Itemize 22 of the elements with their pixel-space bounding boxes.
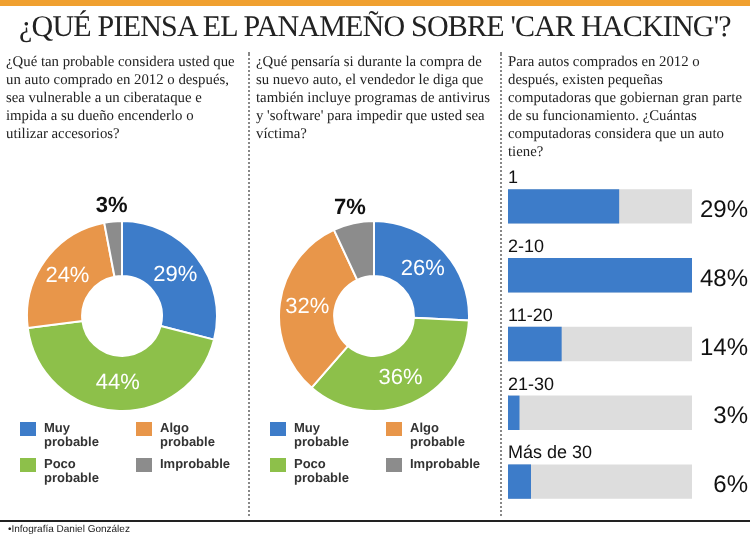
y-tick-label: 1 bbox=[508, 167, 519, 188]
y-tick-label: 2-10 bbox=[508, 235, 545, 256]
data-label: 3% bbox=[95, 193, 128, 218]
data-label: 48% bbox=[699, 263, 749, 292]
text: ¿QUÉ PIENSA EL PANAMEÑO SOBRE 'CAR HACKING'? bbox=[0, 0, 750, 50]
data-label: 29% bbox=[699, 195, 749, 224]
y-tick-label: 21-30 bbox=[508, 373, 555, 394]
data-label: 26% bbox=[400, 257, 446, 282]
y-tick-label: 11-20 bbox=[508, 304, 553, 325]
data-label: 32% bbox=[285, 294, 330, 319]
bar bbox=[508, 395, 520, 430]
data-label: 14% bbox=[699, 332, 749, 361]
data-label: 3% bbox=[713, 401, 749, 430]
data-label: 7% bbox=[334, 195, 367, 220]
y-tick-label: Más de 30 bbox=[508, 442, 593, 463]
data-label: 44% bbox=[95, 371, 141, 396]
bar bbox=[508, 326, 562, 362]
data-label: 36% bbox=[378, 366, 423, 391]
bar bbox=[508, 464, 531, 499]
data-label: 24% bbox=[45, 264, 90, 289]
data-label: 29% bbox=[153, 262, 198, 287]
data-label: 6% bbox=[713, 470, 749, 499]
